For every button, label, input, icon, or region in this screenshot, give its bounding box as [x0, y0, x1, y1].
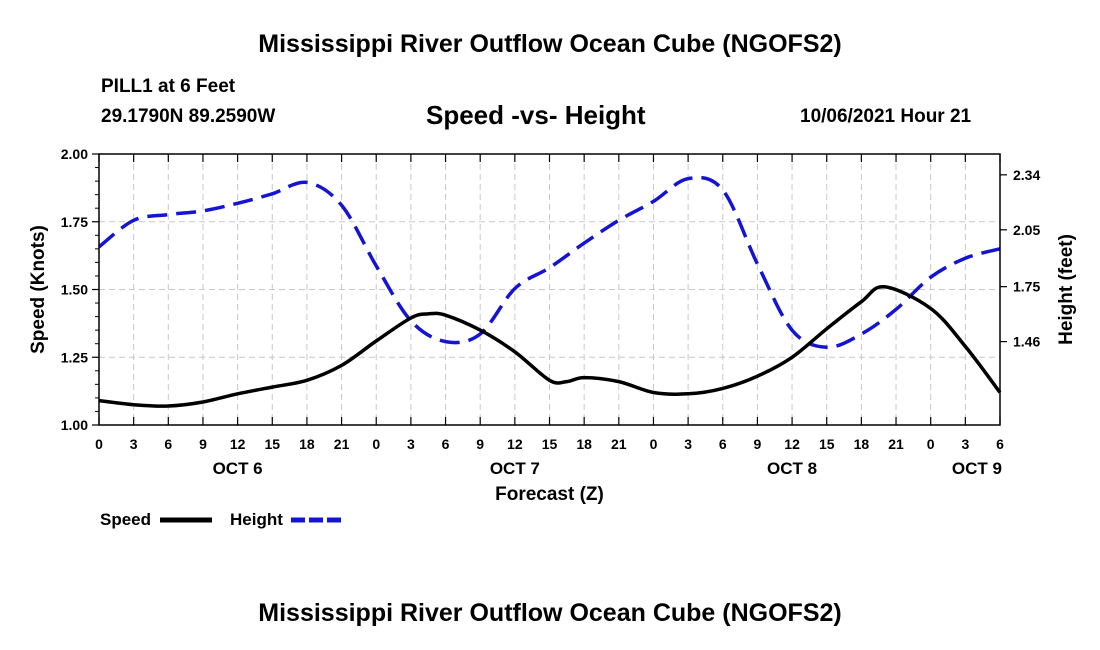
- footer-title: Mississippi River Outflow Ocean Cube (NG…: [258, 599, 842, 627]
- x-tick-label: 21: [888, 436, 904, 452]
- y-tick-label: 2.00: [61, 146, 88, 162]
- x-tick-label: 3: [407, 436, 415, 452]
- y-axis-label: Speed (Knots): [28, 225, 49, 354]
- x-day-label: OCT 6: [213, 459, 263, 478]
- grid-lines: [99, 154, 1000, 425]
- x-tick-label: 6: [164, 436, 172, 452]
- y-tick-label: 1.25: [61, 349, 88, 365]
- x-tick-label: 3: [684, 436, 692, 452]
- x-tick-label: 15: [819, 436, 835, 452]
- x-tick-label: 9: [476, 436, 484, 452]
- forecast-datetime: 10/06/2021 Hour 21: [800, 106, 972, 127]
- x-tick-label: 3: [961, 436, 969, 452]
- x-tick-label: 21: [611, 436, 627, 452]
- x-tick-label: 18: [854, 436, 870, 452]
- legend: Speed Height: [100, 510, 343, 529]
- y2-tick-label: 2.05: [1013, 222, 1040, 238]
- x-axis-label: Forecast (Z): [495, 484, 604, 505]
- x-tick-label: 0: [650, 436, 658, 452]
- x-tick-label: 21: [334, 436, 350, 452]
- x-tick-label: 15: [264, 436, 280, 452]
- y2-tick-label: 1.46: [1013, 334, 1040, 350]
- axes: 0 3 6 9 12 15 18 21 0 3 6 9 12 15 18 21 0 3 6 9 12 15 18 21 0 3 6 O…: [61, 146, 1041, 478]
- height-series-line: [97, 175, 1001, 350]
- y2-tick-label: 2.34: [1013, 167, 1040, 183]
- x-tick-label: 0: [372, 436, 380, 452]
- main-title: Mississippi River Outflow Ocean Cube (NG…: [258, 30, 842, 58]
- legend-speed-label: Speed: [100, 510, 151, 529]
- x-tick-label: 12: [230, 436, 246, 452]
- x-tick-label: 9: [199, 436, 207, 452]
- chart-title: Speed -vs- Height: [426, 100, 646, 130]
- x-tick-label: 0: [927, 436, 935, 452]
- legend-height-label: Height: [230, 510, 283, 529]
- y-tick-label: 1.00: [61, 417, 88, 433]
- y-tick-label: 1.75: [61, 214, 88, 230]
- station-name: PILL1 at 6 Feet: [101, 76, 236, 97]
- x-tick-label: 15: [542, 436, 558, 452]
- x-tick-label: 6: [996, 436, 1004, 452]
- y2-axis-label: Height (feet): [1056, 234, 1077, 345]
- x-tick-label: 12: [507, 436, 523, 452]
- y2-tick-label: 1.75: [1013, 279, 1040, 295]
- x-tick-label: 18: [576, 436, 592, 452]
- x-tick-label: 9: [754, 436, 762, 452]
- x-day-label: OCT 7: [490, 459, 540, 478]
- x-day-label: OCT 8: [767, 459, 817, 478]
- x-tick-label: 6: [442, 436, 450, 452]
- x-day-label: OCT 9: [952, 459, 1002, 478]
- y-tick-label: 1.50: [61, 282, 88, 298]
- x-tick-label: 12: [784, 436, 800, 452]
- series-lines: [97, 175, 1002, 408]
- x-tick-label: 6: [719, 436, 727, 452]
- x-tick-label: 3: [130, 436, 138, 452]
- x-tick-label: 18: [299, 436, 315, 452]
- speed-series-line: [98, 285, 1002, 408]
- station-coordinates: 29.1790N 89.2590W: [101, 106, 276, 127]
- x-tick-label: 0: [95, 436, 103, 452]
